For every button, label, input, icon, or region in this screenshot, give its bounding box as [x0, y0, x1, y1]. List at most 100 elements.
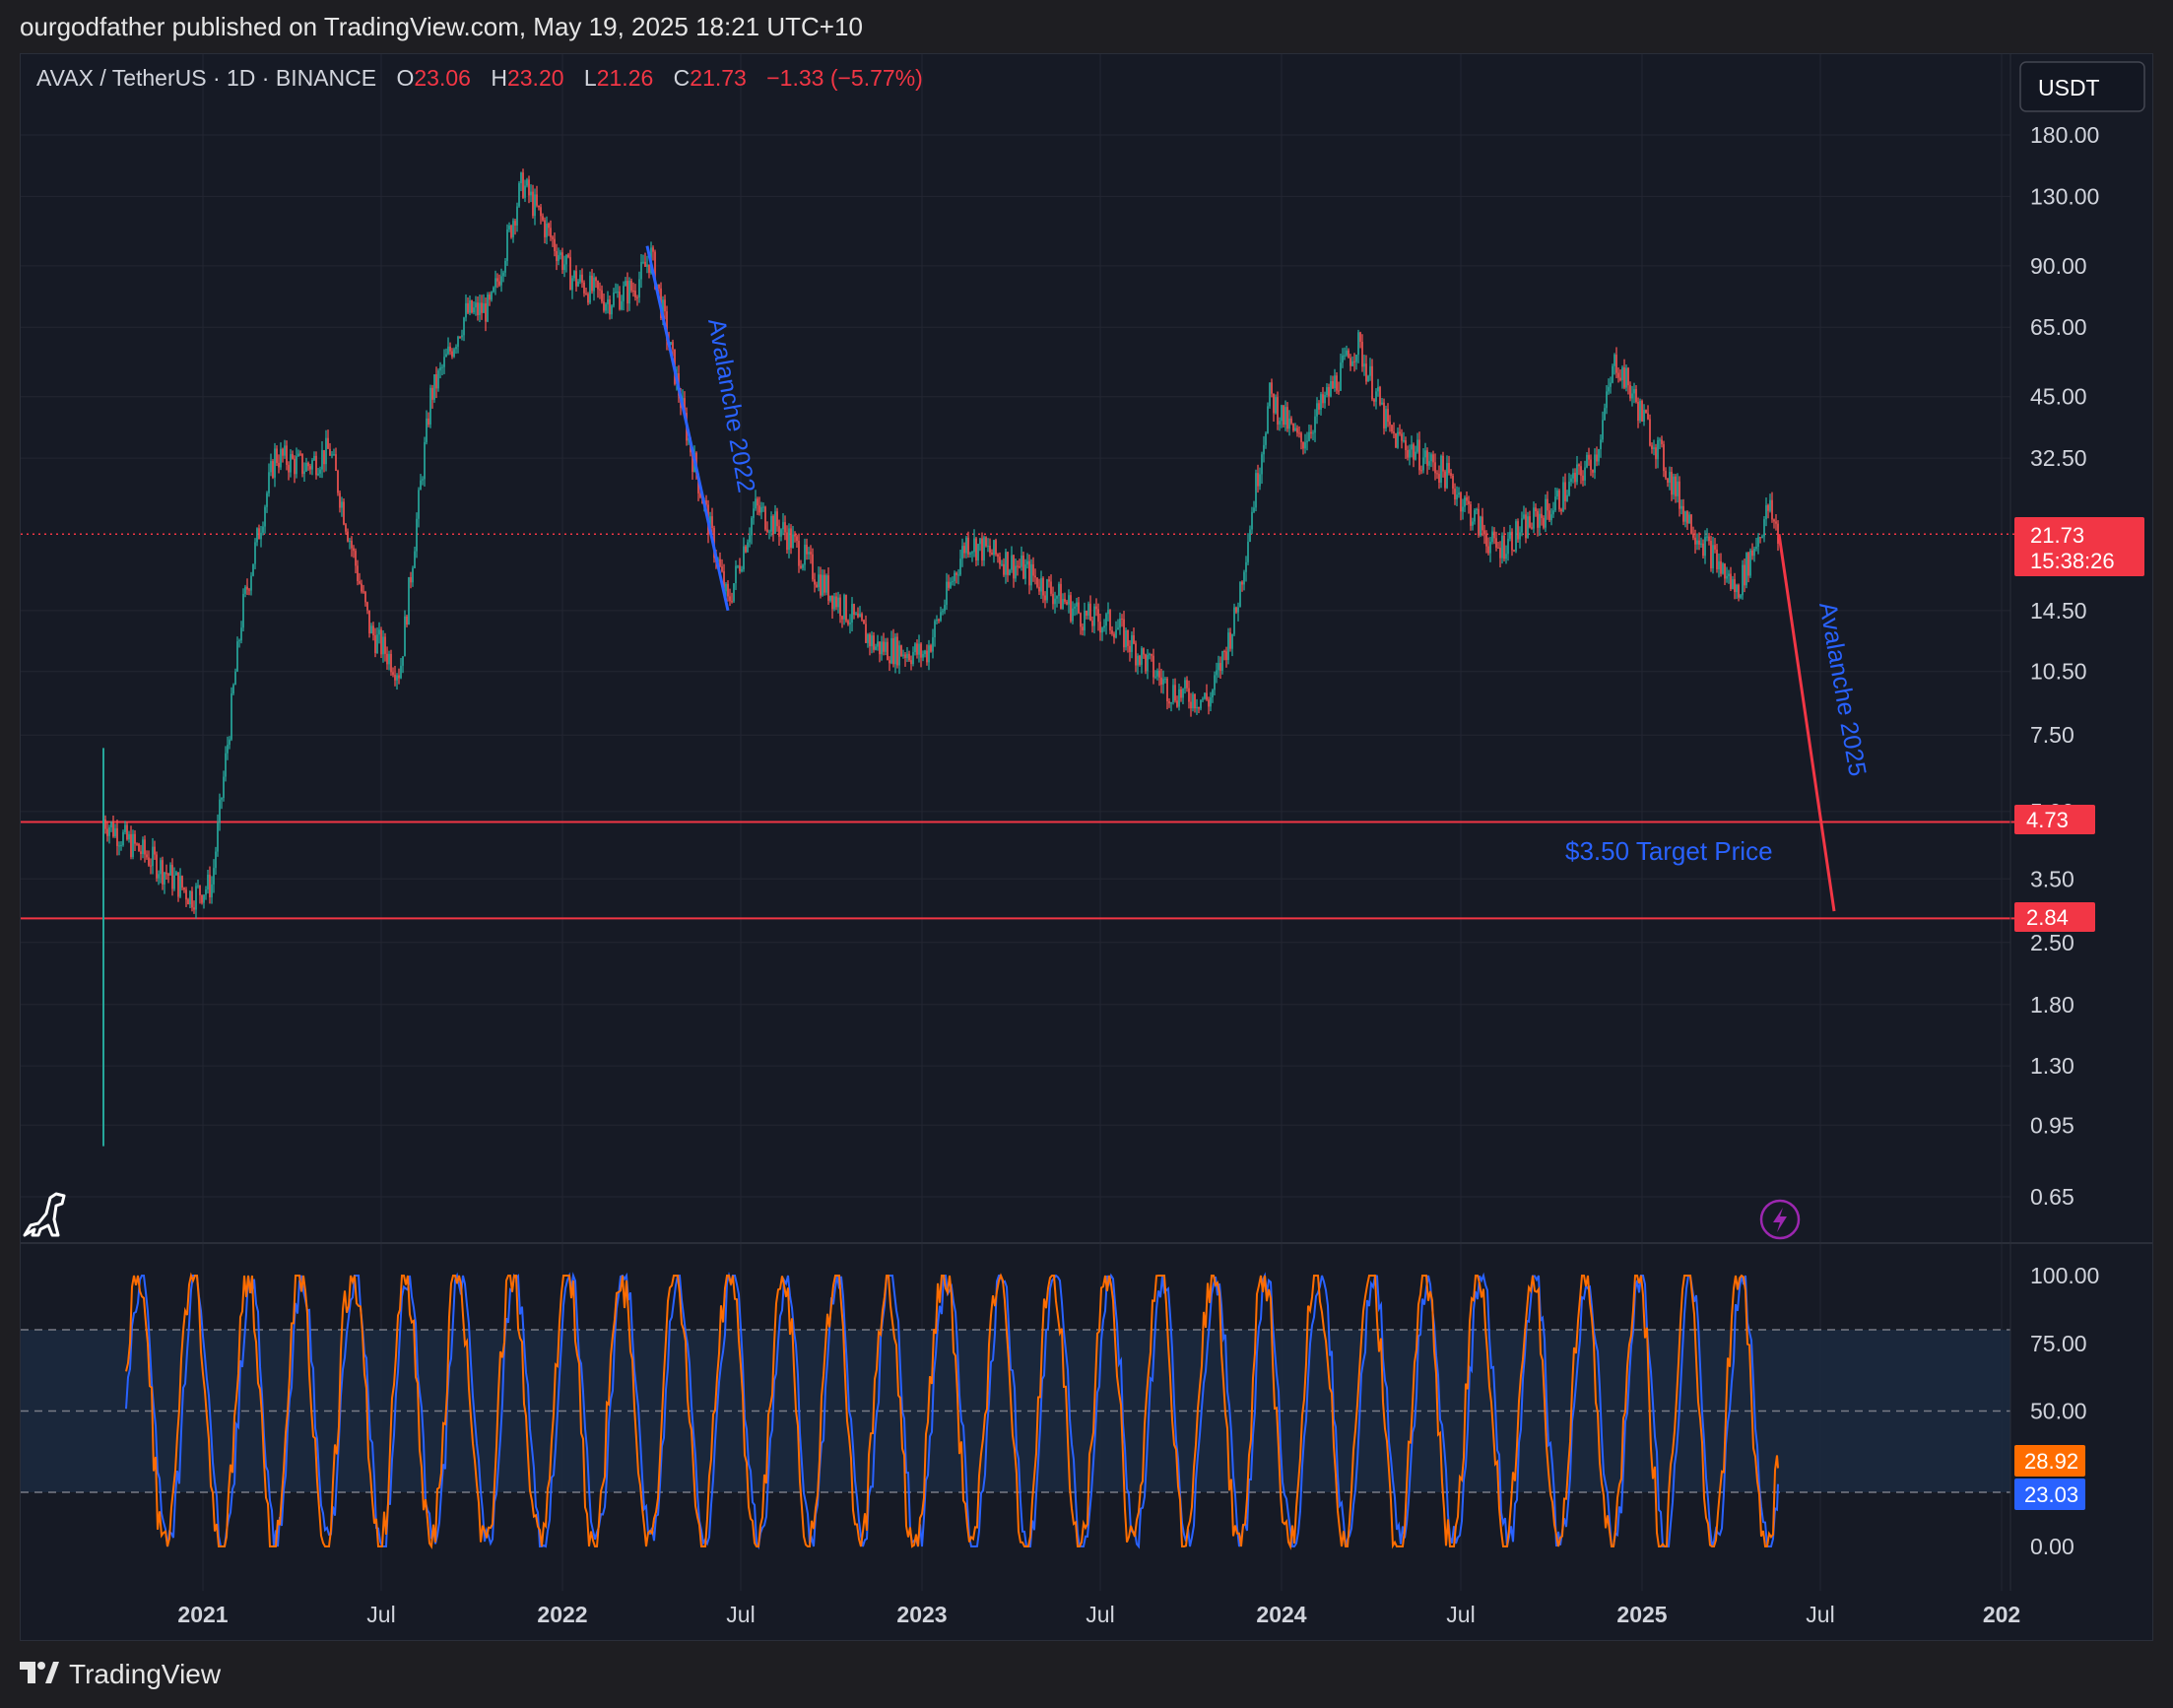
avalanche-2025-label[interactable]: Avalanche 2025: [1813, 600, 1872, 778]
candle-body: [410, 576, 412, 583]
time-axis-label: 2023: [896, 1602, 947, 1627]
legend-close-value: 21.73: [690, 65, 747, 91]
candle-body: [463, 317, 465, 336]
candle-body: [1093, 606, 1095, 626]
price-axis-label: 1.80: [2030, 992, 2074, 1018]
candle-body: [914, 643, 916, 653]
candle-body: [154, 846, 156, 855]
candle-body: [323, 449, 325, 465]
candle-body: [1635, 389, 1637, 403]
target-price-label[interactable]: $3.50 Target Price: [1565, 836, 1773, 866]
candle-body: [144, 839, 146, 855]
time-axis-label: 202: [1983, 1602, 2020, 1627]
candle-body: [772, 515, 774, 535]
candle-body: [1275, 397, 1277, 414]
level-badge-upper[interactable]: 4.73: [2014, 805, 2095, 834]
candle-body: [611, 305, 613, 315]
candle-body: [242, 593, 244, 628]
osc-d-badge: 23.03: [2014, 1478, 2085, 1510]
candle-body: [979, 538, 981, 545]
candle-body: [1328, 387, 1330, 397]
drawings-layer[interactable]: [645, 245, 1836, 912]
candle-body: [321, 449, 323, 470]
candle-body: [1084, 611, 1086, 630]
candle-body: [774, 511, 776, 535]
candle-body: [1604, 408, 1606, 421]
candle-body: [609, 298, 611, 315]
candle-body: [900, 645, 902, 657]
candle-body: [881, 641, 883, 655]
candle-body: [691, 452, 693, 473]
candle-body: [439, 367, 441, 371]
candle-body: [853, 604, 855, 615]
candle-body: [1625, 367, 1627, 388]
dino-icon[interactable]: [23, 1192, 66, 1237]
candle-body: [266, 493, 268, 507]
currency-button[interactable]: USDT: [2019, 61, 2145, 112]
tradingview-footer[interactable]: TradingView: [20, 1659, 221, 1690]
candle-body: [164, 872, 165, 885]
candle-body: [116, 827, 118, 846]
candle-body: [1044, 595, 1046, 601]
candle-body: [1478, 508, 1480, 536]
candle-body: [207, 874, 209, 890]
candle-body: [1355, 355, 1357, 362]
candle-body: [1026, 560, 1028, 565]
candle-body: [583, 282, 585, 294]
candle-body: [487, 295, 489, 322]
candle-body: [890, 637, 892, 664]
candle-body: [378, 629, 380, 635]
candle-body: [1572, 473, 1574, 479]
candle-body: [1245, 561, 1247, 572]
candle-body: [1147, 654, 1149, 672]
candle-body: [1225, 651, 1227, 661]
lightning-icon[interactable]: [1759, 1199, 1801, 1240]
candle-body: [262, 526, 264, 533]
candle-body: [530, 191, 532, 196]
candle-body: [1458, 493, 1460, 495]
candle-body: [473, 307, 475, 313]
candle-body: [867, 634, 869, 643]
oscillator-lines: [125, 1272, 1779, 1550]
candle-body: [1456, 494, 1458, 500]
candle-body: [424, 441, 426, 480]
candle-body: [136, 843, 138, 845]
candle-body: [885, 641, 887, 652]
candle-body: [1184, 680, 1186, 690]
candle-body: [1032, 563, 1034, 576]
avalanche-2022-label[interactable]: Avalanche 2022: [702, 316, 760, 494]
candle-body: [727, 583, 729, 597]
candle-body: [1296, 427, 1298, 433]
level-badge-lower[interactable]: 2.84: [2014, 902, 2095, 932]
candle-body: [1072, 608, 1074, 622]
candle-body: [1403, 440, 1405, 442]
candle-body: [1162, 679, 1164, 685]
candle-body: [1127, 629, 1129, 646]
price-candles: [102, 168, 1779, 1147]
candle-body: [1763, 519, 1765, 537]
candle-body: [165, 872, 167, 875]
candle-body: [130, 833, 132, 857]
candle-body: [104, 820, 106, 829]
currency-label[interactable]: USDT: [2038, 75, 2100, 100]
candle-body: [784, 522, 786, 533]
candle-body: [857, 613, 859, 618]
candle-body: [1495, 538, 1497, 548]
candle-body: [1346, 350, 1348, 356]
candle-body: [337, 470, 339, 493]
candle-body: [518, 182, 520, 207]
chart-frame[interactable]: 180.00 130.00 90.00 65.00 45.00 32.50 14.50 10.…: [20, 53, 2153, 1641]
candle-body: [1454, 489, 1456, 500]
candle-body: [1631, 393, 1633, 399]
candle-body: [1466, 497, 1468, 501]
candle-body: [445, 354, 447, 358]
candle-body: [898, 645, 900, 666]
candle-body: [796, 536, 798, 542]
candle-body: [1505, 554, 1507, 559]
chart-canvas[interactable]: 180.00 130.00 90.00 65.00 45.00 32.50 14.50 10.…: [21, 54, 2152, 1640]
candle-body: [1515, 521, 1517, 552]
candle-body: [1048, 579, 1050, 582]
candle-body: [1152, 655, 1154, 678]
candle-body: [565, 254, 567, 265]
candle-body: [1166, 678, 1168, 702]
